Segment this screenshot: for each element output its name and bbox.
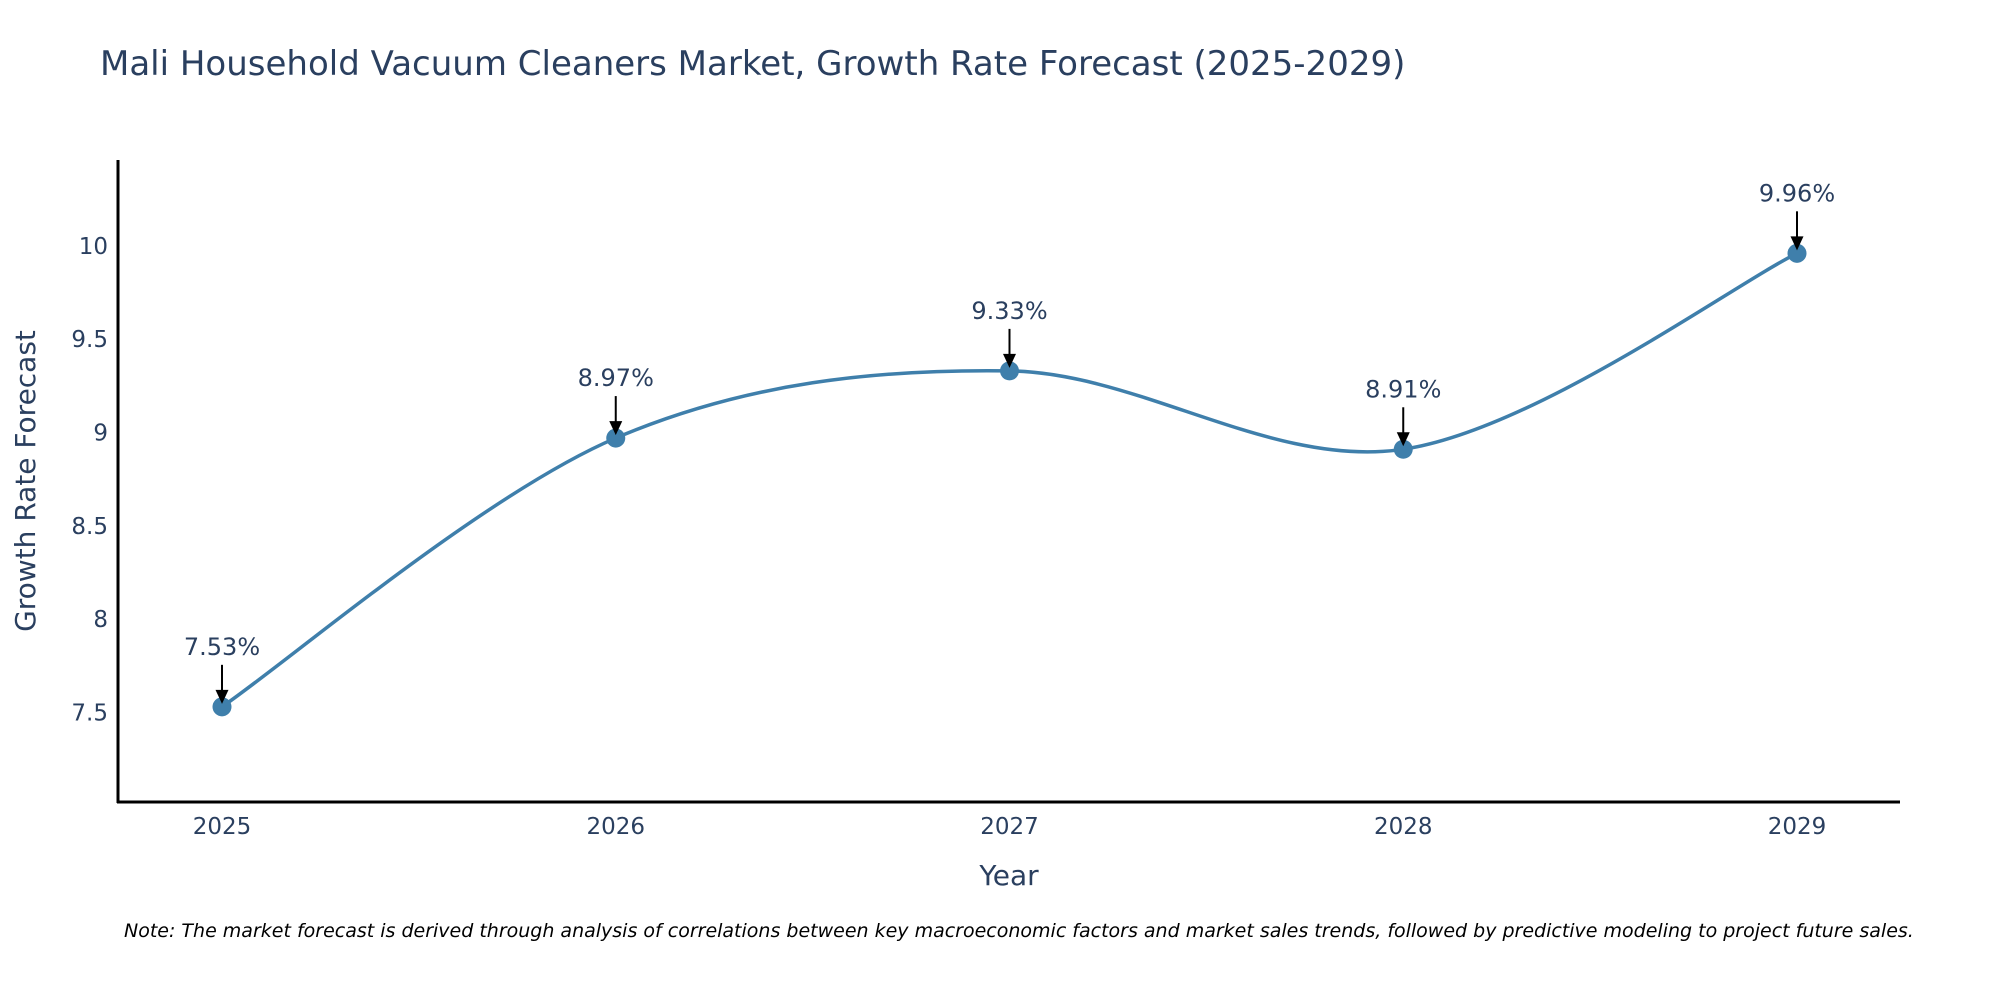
data-label-group: 7.53% 8.97% 9.33% 8.91% 9.96% <box>184 179 1835 704</box>
y-tick-labels: 7.5 8 8.5 9 9.5 10 <box>71 234 108 727</box>
x-tick-label: 2025 <box>193 814 252 840</box>
y-tick-label: 9.5 <box>71 327 108 353</box>
x-tick-label: 2026 <box>586 814 645 840</box>
axes <box>116 160 1900 804</box>
data-label: 9.96% <box>1759 179 1835 207</box>
y-tick-label: 9 <box>93 420 108 446</box>
data-point <box>1000 361 1019 381</box>
data-point <box>606 428 626 448</box>
annotation-arrowhead <box>609 421 623 436</box>
x-tick-label: 2029 <box>1768 814 1827 840</box>
footnote: Note: The market forecast is derived thr… <box>124 920 1914 942</box>
y-tick-label: 8.5 <box>71 514 108 540</box>
data-label: 8.97% <box>578 364 654 392</box>
data-label: 9.33% <box>971 297 1047 325</box>
annotation-arrowhead <box>215 689 229 704</box>
data-label: 8.91% <box>1365 375 1441 403</box>
y-axis-title: Growth Rate Forecast <box>9 330 42 632</box>
annotation-arrowhead <box>1396 432 1410 447</box>
x-tick-label: 2028 <box>1374 814 1433 840</box>
y-tick-label: 7.5 <box>71 700 108 726</box>
data-point <box>1393 439 1413 459</box>
x-tick-labels: 2025 2026 2027 2028 2029 <box>193 814 1827 840</box>
data-point <box>212 697 232 717</box>
data-label: 7.53% <box>184 633 260 661</box>
chart-title: Mali Household Vacuum Cleaners Market, G… <box>100 44 1406 84</box>
x-tick-label: 2027 <box>980 814 1039 840</box>
annotation-arrowhead <box>1003 353 1016 368</box>
series-group <box>212 243 1807 717</box>
data-point <box>1787 243 1807 263</box>
annotation-arrowhead <box>1790 236 1804 251</box>
y-tick-label: 10 <box>79 234 108 260</box>
x-axis-title: Year <box>978 859 1039 892</box>
y-tick-label: 8 <box>93 607 108 633</box>
